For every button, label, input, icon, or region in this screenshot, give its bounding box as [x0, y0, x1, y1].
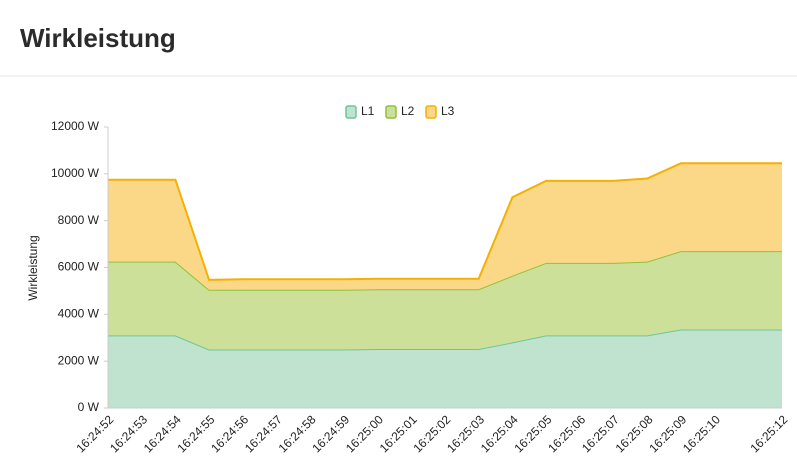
- legend-swatch: [385, 105, 397, 119]
- chart-title: Wirkleistung: [20, 23, 176, 53]
- area: [108, 251, 782, 350]
- y-tick-label: 0 W: [78, 400, 100, 414]
- legend-label: L2: [401, 104, 415, 118]
- area-line: [108, 162, 782, 281]
- y-tick-label: 6000 W: [58, 260, 100, 274]
- y-tick-label: 12000 W: [51, 119, 100, 133]
- y-tick-label: 4000 W: [58, 307, 100, 321]
- x-tick-label: 16:25:12: [747, 412, 790, 455]
- area: [108, 163, 782, 290]
- y-tick-label: 2000 W: [58, 353, 100, 367]
- y-tick-label: 8000 W: [58, 213, 100, 227]
- area: [108, 329, 782, 408]
- legend-swatch: [345, 105, 357, 119]
- x-tick-label: 16:25:10: [680, 412, 723, 455]
- y-tick-label: 10000 W: [51, 166, 100, 180]
- legend-label: L1: [361, 104, 375, 118]
- y-axis-label: Wirkleistung: [26, 235, 40, 300]
- legend-label: L3: [441, 104, 455, 118]
- legend-swatch: [425, 105, 437, 119]
